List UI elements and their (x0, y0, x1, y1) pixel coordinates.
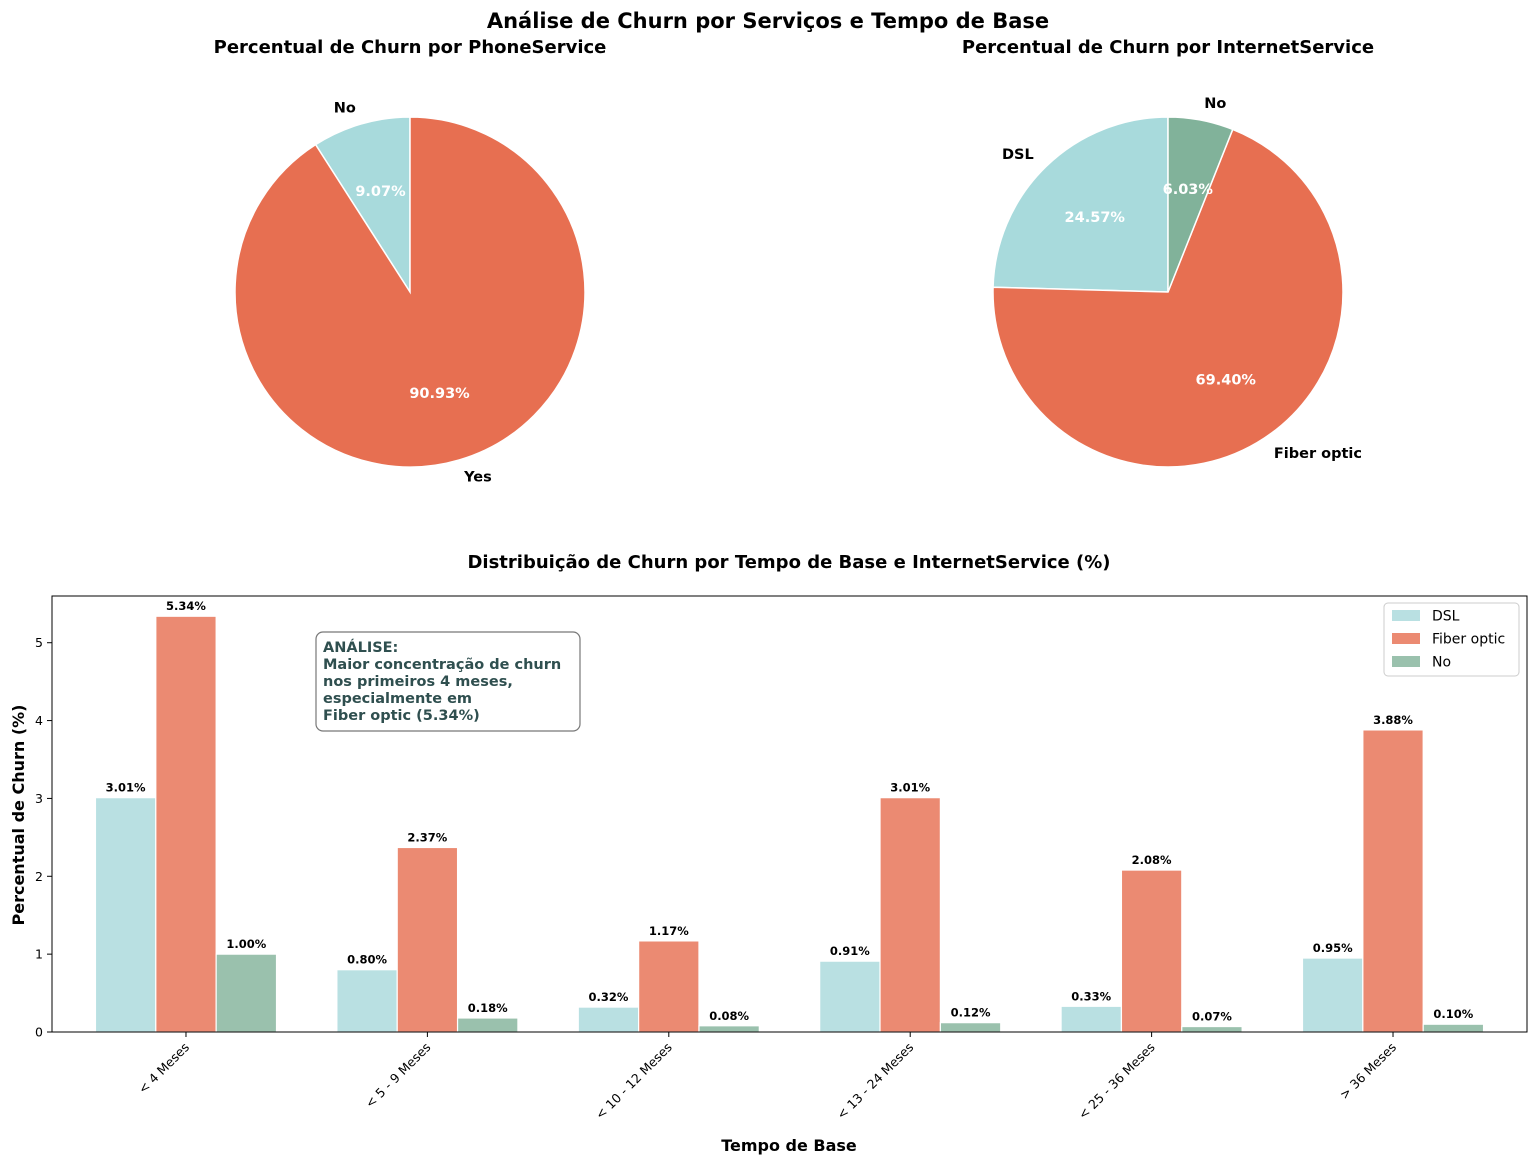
legend-label: No (1432, 655, 1451, 671)
bar-fiber-optic-5 (1362, 729, 1424, 1033)
bar-fiber-optic-1 (396, 846, 459, 1033)
y-tick-label: 4 (35, 713, 43, 728)
y-tick-label: 5 (35, 635, 43, 650)
x-tick-label: < 13 - 24 Meses (834, 1040, 917, 1123)
bar-value-label: 0.08% (709, 1009, 749, 1023)
bar-value-label: 0.91% (830, 944, 870, 958)
legend: DSL Fiber optic No (1383, 602, 1520, 677)
x-tick-label: > 36 Meses (1337, 1040, 1400, 1103)
bar-no-0 (215, 953, 278, 1033)
x-tick-label: < 4 Meses (135, 1040, 192, 1097)
annotation-line: Maior concentração de churn (323, 657, 561, 673)
pie-chart-phoneservice: Percentual de Churn por PhoneService No 9… (214, 37, 607, 486)
bar-value-label: 3.01% (106, 781, 146, 795)
bar-no-2 (698, 1025, 760, 1033)
pie1-slice-no (314, 116, 411, 295)
pie1-pct-no: 9.07% (355, 184, 406, 200)
pie2-pct-dsl: 24.57% (1065, 210, 1126, 226)
bar-value-label: 3.88% (1373, 713, 1413, 727)
y-tick-label: 1 (35, 947, 43, 962)
legend-swatch-fiber-optic (1392, 633, 1420, 644)
bar-dsl-3 (819, 960, 881, 1033)
legend-swatch-no (1392, 656, 1420, 667)
bar-no-4 (1181, 1025, 1243, 1033)
bar-no-3 (939, 1022, 1002, 1033)
pie2-label-dsl: DSL (1002, 147, 1034, 163)
bar-no-1 (456, 1017, 519, 1033)
pie1-title: Percentual de Churn por PhoneService (214, 37, 607, 58)
pie2-slice-dsl (992, 116, 1169, 293)
bar-fiber-optic-3 (879, 797, 941, 1033)
pie1-slice-yes (234, 116, 586, 468)
y-tick-label: 3 (35, 791, 43, 806)
bar-fiber-optic-0 (155, 615, 217, 1033)
legend-swatch-dsl (1392, 610, 1420, 621)
y-tick-label: 0 (35, 1025, 43, 1040)
bar-no-5 (1422, 1023, 1485, 1033)
bar-value-label: 2.08% (1132, 853, 1172, 867)
legend-label: DSL (1432, 609, 1460, 625)
pie2-label-no: No (1204, 96, 1226, 112)
pie-chart-internetservice: Percentual de Churn por InternetService … (962, 37, 1374, 468)
bar-value-label: 0.32% (588, 990, 628, 1004)
bar-value-label: 5.34% (166, 599, 206, 613)
bar-dsl-1 (336, 969, 398, 1033)
pie2-label-fiber-optic: Fiber optic (1274, 446, 1362, 462)
bar-chart-tempo-de-base: Distribuição de Churn por Tempo de Base … (9, 552, 1528, 1155)
bar-fiber-optic-4 (1120, 869, 1183, 1033)
pie2-pct-no: 6.03% (1163, 182, 1214, 198)
pie2-slice-no (1167, 116, 1234, 293)
bar-value-label: 0.95% (1313, 941, 1353, 955)
x-axis-label: Tempo de Base (721, 1136, 857, 1155)
pie1-label-no: No (334, 100, 356, 116)
bar-value-label: 0.12% (951, 1006, 991, 1020)
annotation-line: Fiber optic (5.34%) (323, 708, 480, 724)
figure-title: Análise de Churn por Serviços e Tempo de… (487, 9, 1049, 33)
bar-value-label: 0.80% (347, 953, 387, 967)
bar-dsl-0 (94, 797, 157, 1033)
bar-fiber-optic-2 (638, 940, 700, 1033)
bar-dsl-2 (577, 1006, 640, 1033)
annotation-line: ANÁLISE: (323, 639, 398, 656)
y-axis-label: Percentual de Churn (%) (9, 705, 28, 926)
annotation-line: nos primeiros 4 meses, (323, 674, 513, 690)
y-tick-label: 2 (35, 869, 43, 884)
bar-value-label: 1.17% (649, 924, 689, 938)
annotation-box (315, 631, 581, 732)
bar-value-label: 1.00% (226, 937, 266, 951)
bar-value-label: 0.33% (1071, 989, 1111, 1003)
bar-value-label: 0.18% (468, 1001, 508, 1015)
bar-value-label: 0.10% (1433, 1007, 1473, 1021)
x-tick-label: < 25 - 36 Meses (1075, 1040, 1158, 1123)
x-tick-label: < 5 - 9 Meses (362, 1040, 433, 1111)
x-tick-label: < 10 - 12 Meses (592, 1040, 675, 1123)
pie2-pct-fiber-optic: 69.40% (1196, 373, 1257, 389)
annotation-line: especialmente em (323, 691, 472, 707)
bar-chart-title: Distribuição de Churn por Tempo de Base … (467, 552, 1110, 573)
legend-label: Fiber optic (1432, 632, 1505, 648)
pie1-label-yes: Yes (463, 470, 492, 486)
plot-frame (51, 595, 1528, 1033)
pie2-slice-fiber-optic (992, 128, 1344, 468)
pie1-pct-yes: 90.93% (409, 386, 470, 402)
bar-value-label: 2.37% (407, 830, 447, 844)
pie2-title: Percentual de Churn por InternetService (962, 37, 1374, 58)
bar-dsl-5 (1301, 957, 1364, 1033)
bar-dsl-4 (1060, 1005, 1123, 1033)
bar-value-label: 3.01% (890, 781, 930, 795)
bar-value-label: 0.07% (1192, 1010, 1232, 1024)
